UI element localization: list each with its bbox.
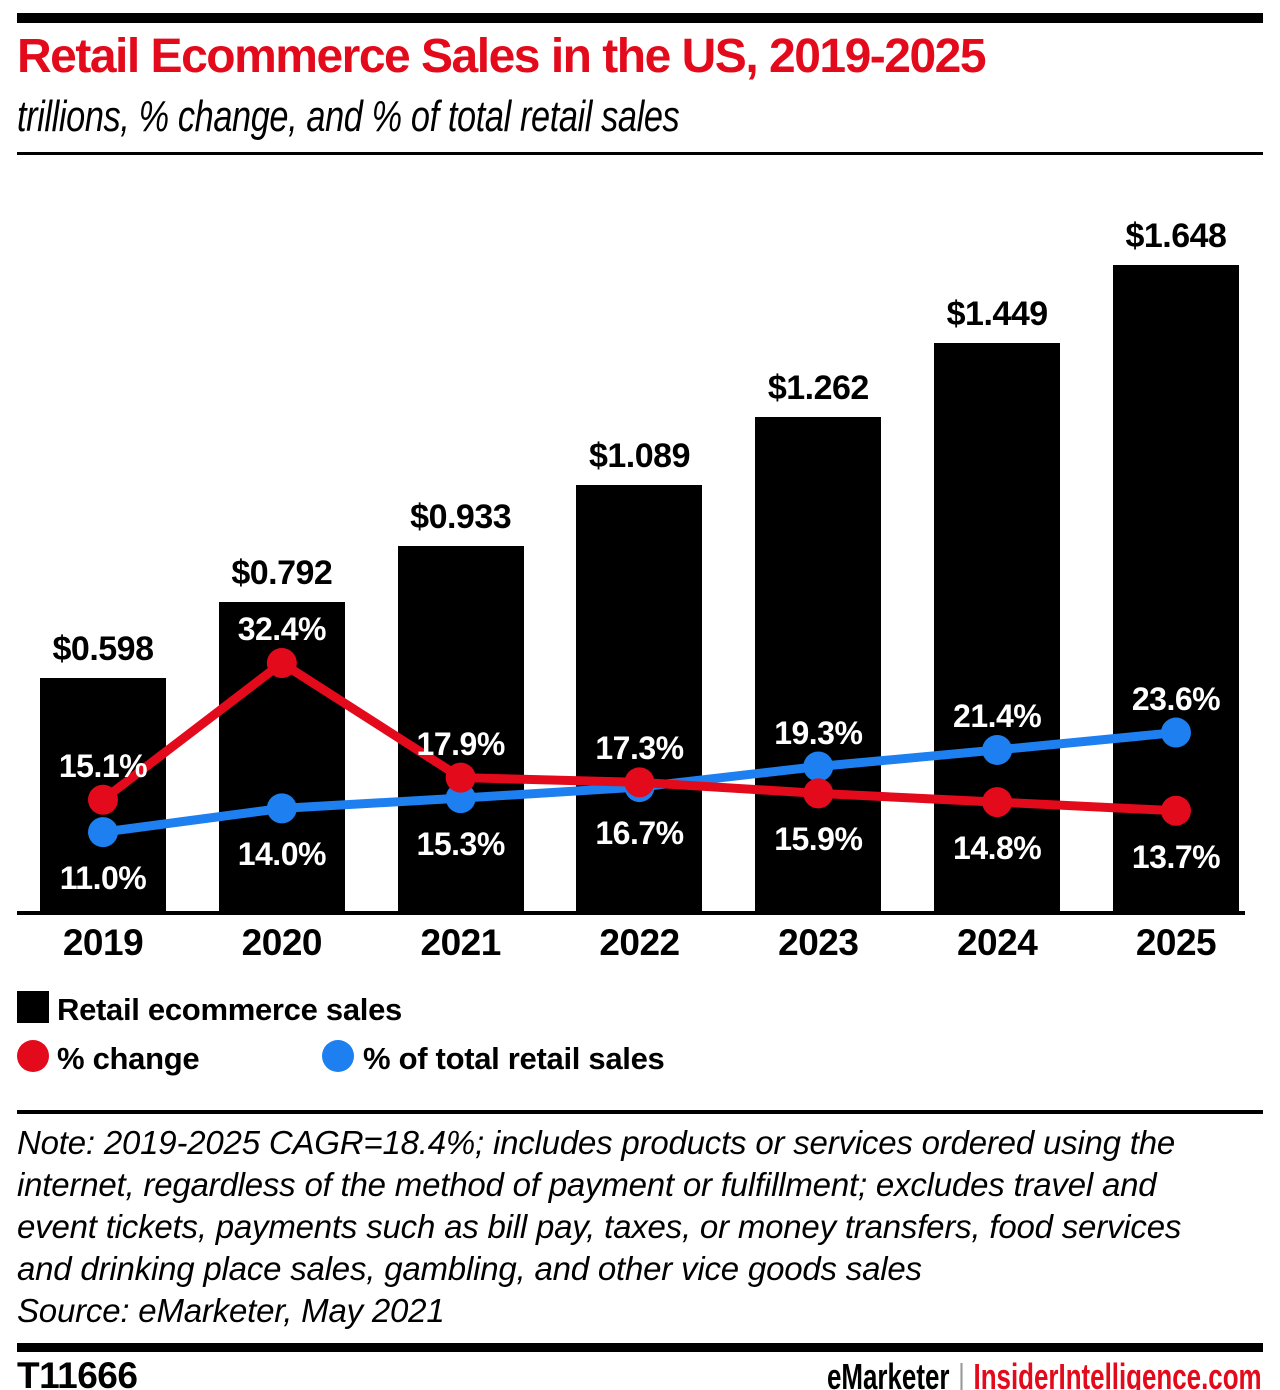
- pct-of-total-label-2019: 11.0%: [59, 860, 147, 897]
- year-label: 2020: [241, 922, 323, 963]
- year-label: 2025: [1135, 922, 1217, 963]
- bar-2024: [934, 343, 1061, 914]
- note-line: internet, regardless of the method of pa…: [17, 1166, 1157, 1203]
- pct-of-total-label-2022: 16.7%: [595, 815, 684, 852]
- chart-title: Retail Ecommerce Sales in the US, 2019-2…: [17, 30, 987, 83]
- pct-change-label-2021: 17.9%: [416, 725, 506, 762]
- pct-change-label-2024: 14.8%: [953, 830, 1042, 867]
- bar-value-label: $1.262: [767, 368, 870, 407]
- legend-label-pct-change: % change: [57, 1041, 200, 1076]
- note-line: Note: 2019-2025 CAGR=18.4%; includes pro…: [17, 1124, 1176, 1161]
- pct-change-label-2023: 15.9%: [774, 821, 863, 858]
- insider-intelligence-brand: InsiderIntelligence.com: [973, 1356, 1262, 1390]
- bar-series-swatch: [17, 991, 49, 1023]
- pct-change-swatch: [17, 1040, 49, 1072]
- footer-brands: eMarketer | InsiderIntelligence.com: [827, 1356, 1262, 1390]
- emarketer-brand: eMarketer: [827, 1356, 950, 1390]
- pct-of-total-label-2021: 15.3%: [416, 826, 506, 863]
- pct-change-label-2019: 15.1%: [58, 747, 148, 784]
- pct-change-label-2020: 32.4%: [237, 611, 327, 648]
- note-lines: Note: 2019-2025 CAGR=18.4%; includes pro…: [17, 1122, 1267, 1290]
- header-divider: [17, 152, 1263, 155]
- year-label: 2024: [956, 922, 1038, 963]
- pct-of-total-label-2023: 19.3%: [774, 714, 863, 751]
- pct-of-total-label-2025: 23.6%: [1131, 680, 1221, 717]
- bar-value-label: $0.933: [410, 498, 512, 537]
- bar-2025: [1112, 264, 1239, 914]
- year-label: 2023: [778, 922, 859, 963]
- bar-value-label: $1.648: [1125, 216, 1227, 255]
- bar-value-label: $0.598: [52, 630, 155, 669]
- bar-value-label: $0.792: [231, 553, 333, 592]
- pct-change-label-2025: 13.7%: [1131, 838, 1221, 875]
- year-label: 2022: [599, 922, 680, 963]
- chart-subtitle: trillions, % change, and % of total reta…: [17, 92, 680, 141]
- legend-label-bars: Retail ecommerce sales: [57, 992, 402, 1027]
- bar-value-label: $1.449: [946, 295, 1049, 334]
- note-text: Note: 2019-2025 CAGR=18.4%; includes pro…: [17, 1122, 1267, 1332]
- top-bar: [17, 13, 1263, 23]
- year-label: 2019: [62, 922, 144, 963]
- note-line: and drinking place sales, gambling, and …: [17, 1250, 922, 1287]
- pct-change-label-2022: 17.3%: [595, 730, 684, 767]
- year-label: 2021: [420, 922, 502, 963]
- bar-value-label: $1.089: [588, 436, 691, 475]
- pct-of-total-label-2020: 14.0%: [237, 836, 327, 873]
- footer-bar: [17, 1343, 1263, 1352]
- pct-of-total-label-2024: 21.4%: [953, 697, 1042, 734]
- source-text: Source: eMarketer, May 2021: [17, 1292, 445, 1329]
- note-line: event tickets, payments such as bill pay…: [17, 1208, 1182, 1245]
- chart-id: T11666: [17, 1355, 138, 1390]
- pct-of-total-swatch: [322, 1040, 354, 1072]
- legend-label-pct-of-total: % of total retail sales: [363, 1041, 665, 1076]
- brand-separator: |: [958, 1356, 966, 1390]
- note-divider: [17, 1110, 1263, 1114]
